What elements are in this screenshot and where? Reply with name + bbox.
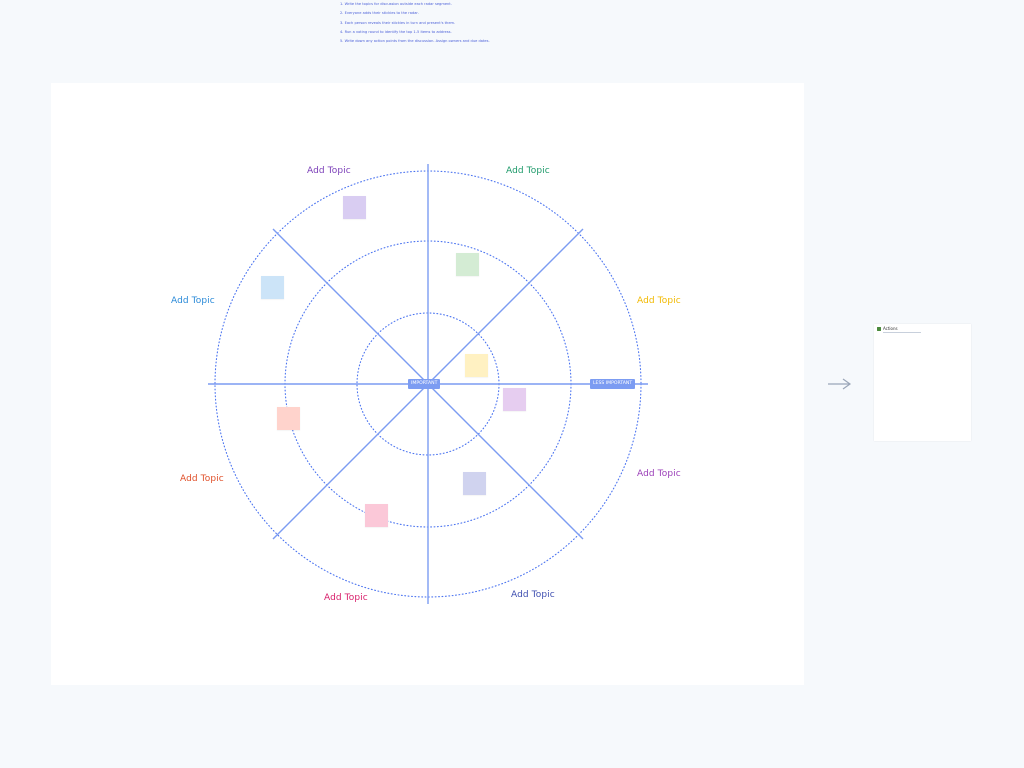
- topic-label[interactable]: Add Topic: [506, 166, 550, 176]
- radar-board-frame[interactable]: IMPORTANT LESS IMPORTANT Add Topic Add T…: [51, 83, 804, 685]
- instruction-step: 4. Run a voting round to identify the to…: [340, 29, 452, 34]
- clapperboard-icon: [877, 327, 881, 331]
- actions-title-text: Actions: [883, 326, 898, 331]
- sticky-note[interactable]: [456, 253, 479, 276]
- sticky-note[interactable]: [503, 388, 526, 411]
- actions-frame[interactable]: Actions: [874, 324, 971, 441]
- actions-frame-title: Actions: [877, 326, 898, 331]
- instruction-step: 5. Write down any action points from the…: [340, 39, 490, 44]
- topic-label[interactable]: Add Topic: [180, 474, 224, 484]
- instruction-step: 1. Write the topics for discussion outsi…: [340, 2, 452, 6]
- instruction-step: 2. Everyone adds their stickies to the r…: [340, 11, 419, 16]
- less-important-axis-label: LESS IMPORTANT: [590, 379, 636, 389]
- instruction-step: 3. Each person reveals their stickies in…: [340, 20, 456, 25]
- topic-label[interactable]: Add Topic: [324, 593, 368, 603]
- sticky-note[interactable]: [365, 504, 388, 527]
- topic-label[interactable]: Add Topic: [171, 296, 215, 306]
- arrow-right-icon: [828, 378, 852, 390]
- topic-label[interactable]: Add Topic: [637, 469, 681, 479]
- sticky-note[interactable]: [277, 407, 300, 430]
- actions-subtitle-line: [883, 332, 921, 333]
- topic-label[interactable]: Add Topic: [511, 590, 555, 600]
- sticky-note[interactable]: [463, 472, 486, 495]
- important-axis-label: IMPORTANT: [408, 379, 441, 389]
- sticky-note[interactable]: [343, 196, 366, 219]
- sticky-note[interactable]: [465, 354, 488, 377]
- topic-label[interactable]: Add Topic: [307, 166, 351, 176]
- topic-label[interactable]: Add Topic: [637, 296, 681, 306]
- instructions-list: 1. Write the topics for discussion outsi…: [340, 0, 490, 46]
- sticky-note[interactable]: [261, 276, 284, 299]
